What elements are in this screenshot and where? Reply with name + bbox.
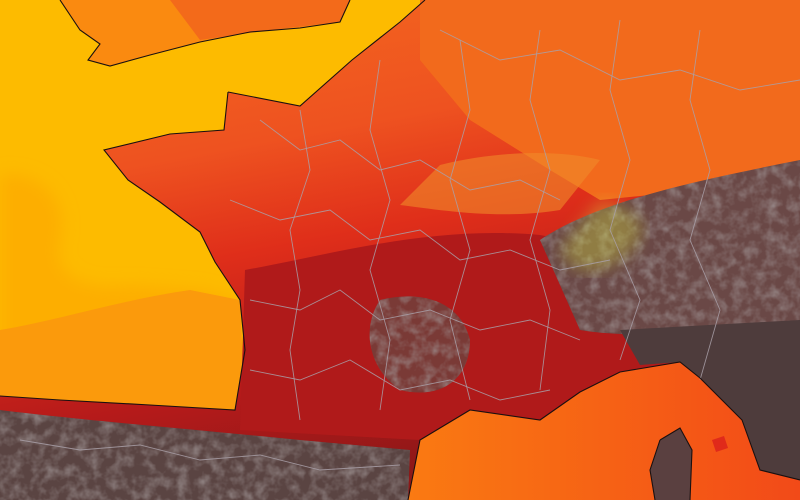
corsica [650,428,692,500]
alps-snow [560,200,642,271]
coastline [227,0,426,107]
borders [19,19,800,471]
alps-texture [540,160,800,335]
border [229,199,611,271]
north-east-warm [420,0,800,200]
border [609,19,641,361]
coastline [59,0,351,67]
britain-south [170,0,350,40]
massif-texture [369,296,470,393]
border [19,439,401,471]
border [449,39,471,401]
spain-texture [0,410,410,500]
bay-of-biscay [0,290,245,410]
coastline [649,427,693,500]
border [689,29,721,381]
border [249,359,551,401]
border [439,29,800,91]
border [249,289,581,341]
island [712,436,728,452]
coastline [407,361,800,500]
coastline [0,91,246,411]
border [369,59,391,411]
border [289,109,311,421]
border [529,29,551,391]
north-italy [620,320,800,480]
mediterranean [408,362,800,500]
